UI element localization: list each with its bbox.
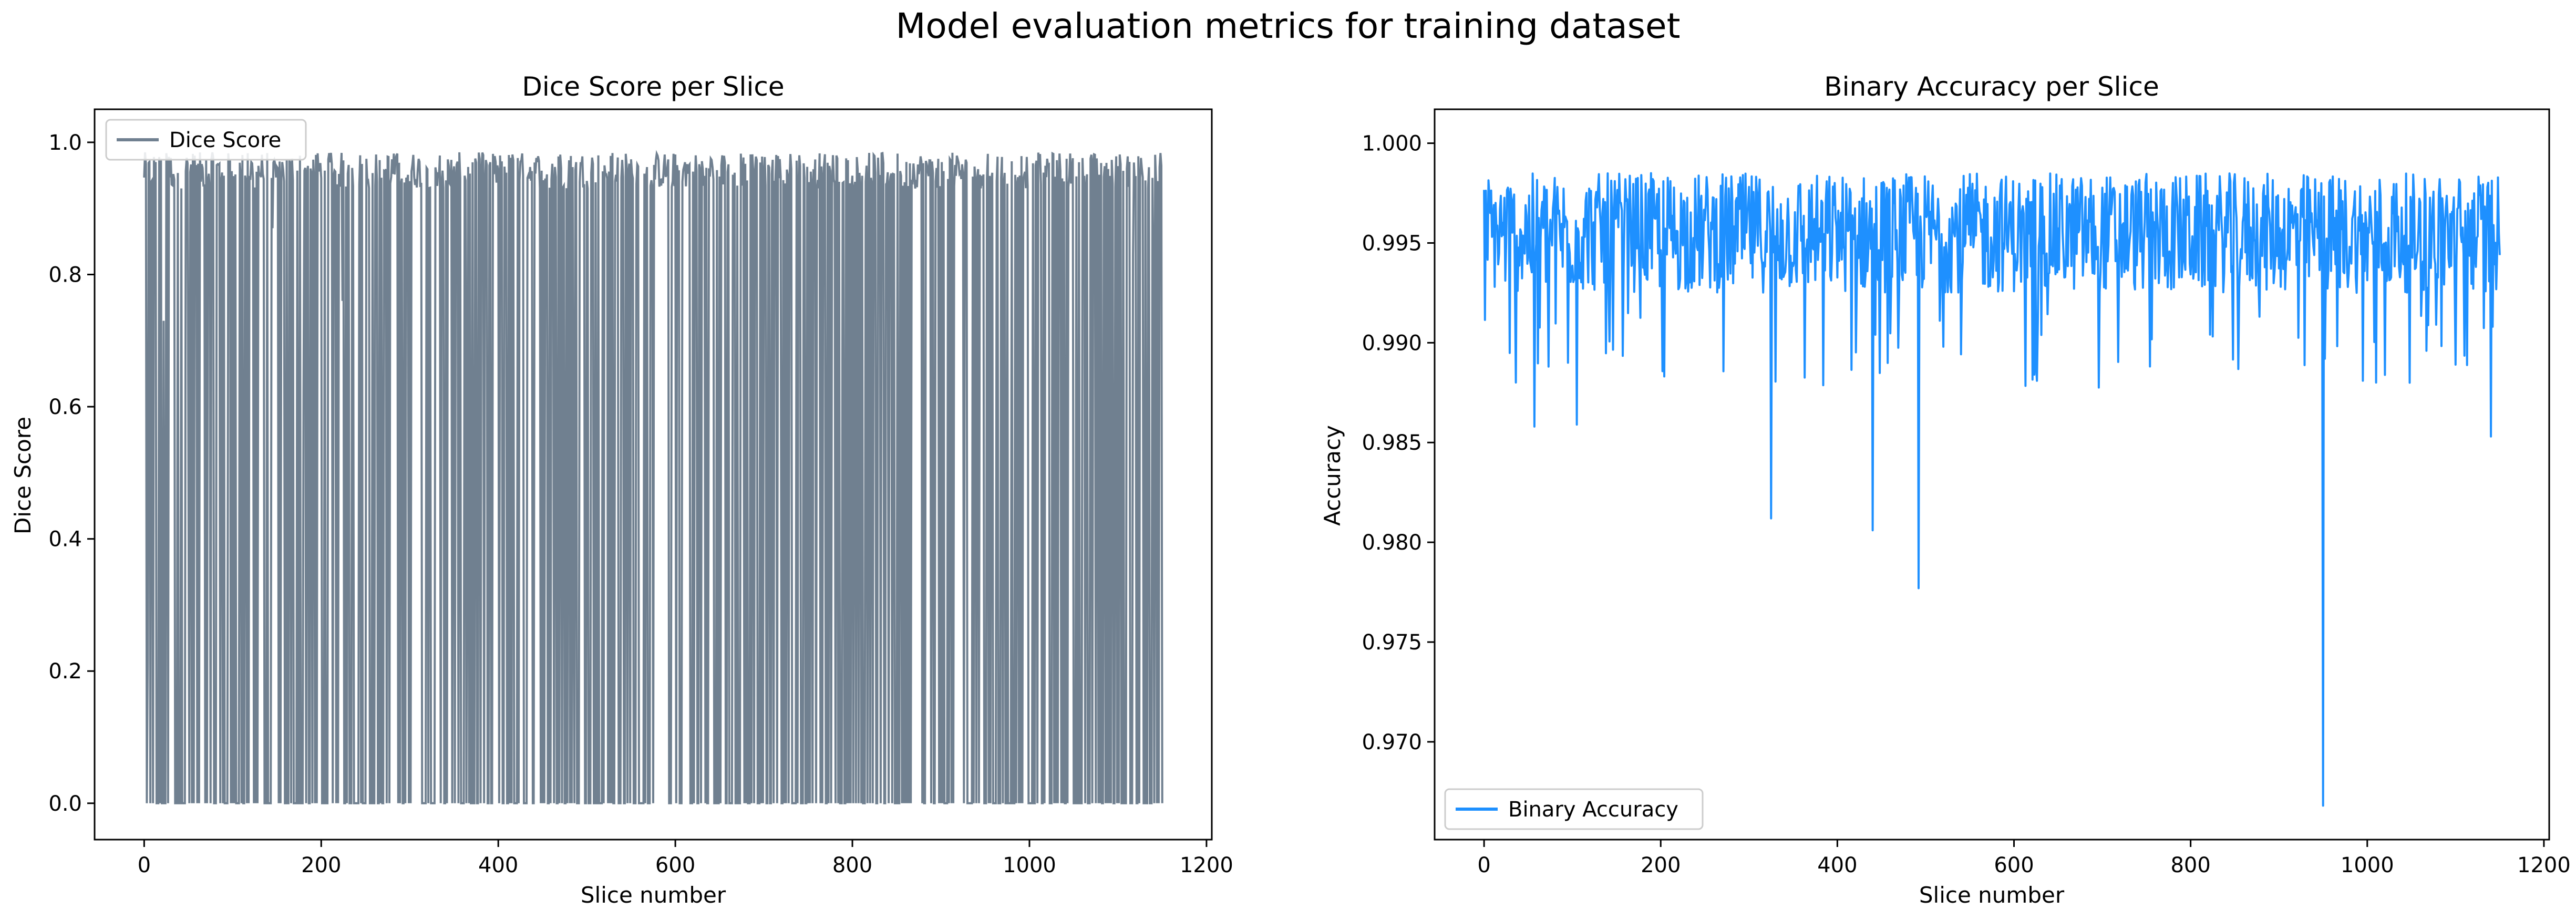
x-tick-label: 600 bbox=[655, 853, 695, 877]
y-tick-label: 0.6 bbox=[48, 395, 82, 419]
x-tick-label: 400 bbox=[1817, 853, 1857, 877]
figure-suptitle: Model evaluation metrics for training da… bbox=[895, 6, 1680, 46]
dice-axes-frame bbox=[94, 108, 1213, 841]
accuracy-plot-area: 0 200 400 600 800 1000 1200 0.970 0.975 0.980 0.98… bbox=[1362, 108, 2571, 877]
dice-ylabel: Dice Score bbox=[10, 417, 36, 534]
panel-accuracy: Binary Accuracy per Slice 0 200 400 600 800 1… bbox=[1320, 71, 2571, 908]
y-tick-label: 0.990 bbox=[1362, 331, 1422, 355]
x-tick-label: 1200 bbox=[1180, 853, 1233, 877]
dice-series-line bbox=[143, 150, 1163, 804]
dice-title: Dice Score per Slice bbox=[522, 71, 784, 102]
panel-dice: Dice Score per Slice 0 200 400 600 800 1000 12… bbox=[10, 71, 1233, 908]
y-tick-label: 0.980 bbox=[1362, 531, 1422, 555]
accuracy-legend-label: Binary Accuracy bbox=[1508, 798, 1678, 822]
accuracy-series-line bbox=[1483, 172, 2501, 807]
x-tick-label: 400 bbox=[478, 853, 518, 877]
accuracy-title: Binary Accuracy per Slice bbox=[1824, 71, 2159, 102]
y-tick-label: 0.2 bbox=[48, 659, 82, 684]
x-tick-label: 600 bbox=[1994, 853, 2034, 877]
y-tick-label: 0.985 bbox=[1362, 431, 1422, 455]
x-tick-label: 1200 bbox=[2517, 853, 2571, 877]
accuracy-legend: Binary Accuracy bbox=[1444, 788, 1704, 830]
y-tick-label: 0.975 bbox=[1362, 630, 1422, 655]
x-tick-label: 0 bbox=[138, 853, 151, 877]
accuracy-xlabel: Slice number bbox=[1919, 882, 2065, 908]
x-tick-label: 1000 bbox=[1003, 853, 1056, 877]
dice-legend-label: Dice Score bbox=[169, 128, 281, 152]
y-tick-label: 0.995 bbox=[1362, 231, 1422, 255]
x-tick-label: 1000 bbox=[2341, 853, 2394, 877]
y-tick-label: 0.0 bbox=[48, 792, 82, 816]
x-tick-label: 800 bbox=[2170, 853, 2210, 877]
dice-plot-area: 0 200 400 600 800 1000 1200 0.0 0.2 0.4 0.6 0.8 1.0 D… bbox=[48, 108, 1233, 877]
y-tick-label: 1.0 bbox=[48, 131, 82, 155]
accuracy-axes-frame bbox=[1434, 108, 2550, 841]
x-tick-label: 200 bbox=[1641, 853, 1681, 877]
x-tick-label: 200 bbox=[301, 853, 341, 877]
x-tick-label: 0 bbox=[1477, 853, 1490, 877]
y-tick-label: 0.4 bbox=[48, 528, 82, 552]
x-tick-label: 800 bbox=[832, 853, 872, 877]
y-tick-label: 0.970 bbox=[1362, 730, 1422, 754]
accuracy-ylabel: Accuracy bbox=[1320, 425, 1345, 526]
dice-xlabel: Slice number bbox=[581, 882, 726, 908]
y-tick-label: 1.000 bbox=[1362, 132, 1422, 156]
y-tick-label: 0.8 bbox=[48, 263, 82, 287]
dice-legend: Dice Score bbox=[105, 119, 307, 161]
